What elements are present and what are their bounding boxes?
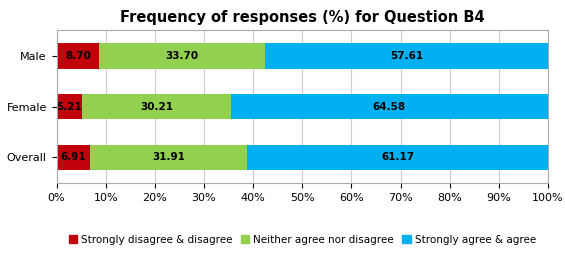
Bar	[56, 145, 90, 170]
Text: 33.70: 33.70	[166, 51, 199, 61]
Title: Frequency of responses (%) for Question B4: Frequency of responses (%) for Question …	[120, 10, 485, 25]
Text: 61.17: 61.17	[381, 152, 414, 163]
Text: 6.91: 6.91	[60, 152, 86, 163]
Bar	[56, 94, 82, 119]
Bar	[247, 145, 548, 170]
Bar	[231, 94, 548, 119]
Text: 31.91: 31.91	[153, 152, 185, 163]
Text: 30.21: 30.21	[140, 102, 173, 112]
Bar	[99, 43, 265, 69]
Text: 5.21: 5.21	[56, 102, 82, 112]
Bar	[56, 43, 99, 69]
Legend: Strongly disagree & disagree, Neither agree nor disagree, Strongly agree & agree: Strongly disagree & disagree, Neither ag…	[64, 231, 540, 249]
Bar	[82, 94, 231, 119]
Text: 64.58: 64.58	[373, 102, 406, 112]
Text: 57.61: 57.61	[390, 51, 423, 61]
Text: 8.70: 8.70	[65, 51, 91, 61]
Bar	[90, 145, 247, 170]
Bar	[265, 43, 548, 69]
